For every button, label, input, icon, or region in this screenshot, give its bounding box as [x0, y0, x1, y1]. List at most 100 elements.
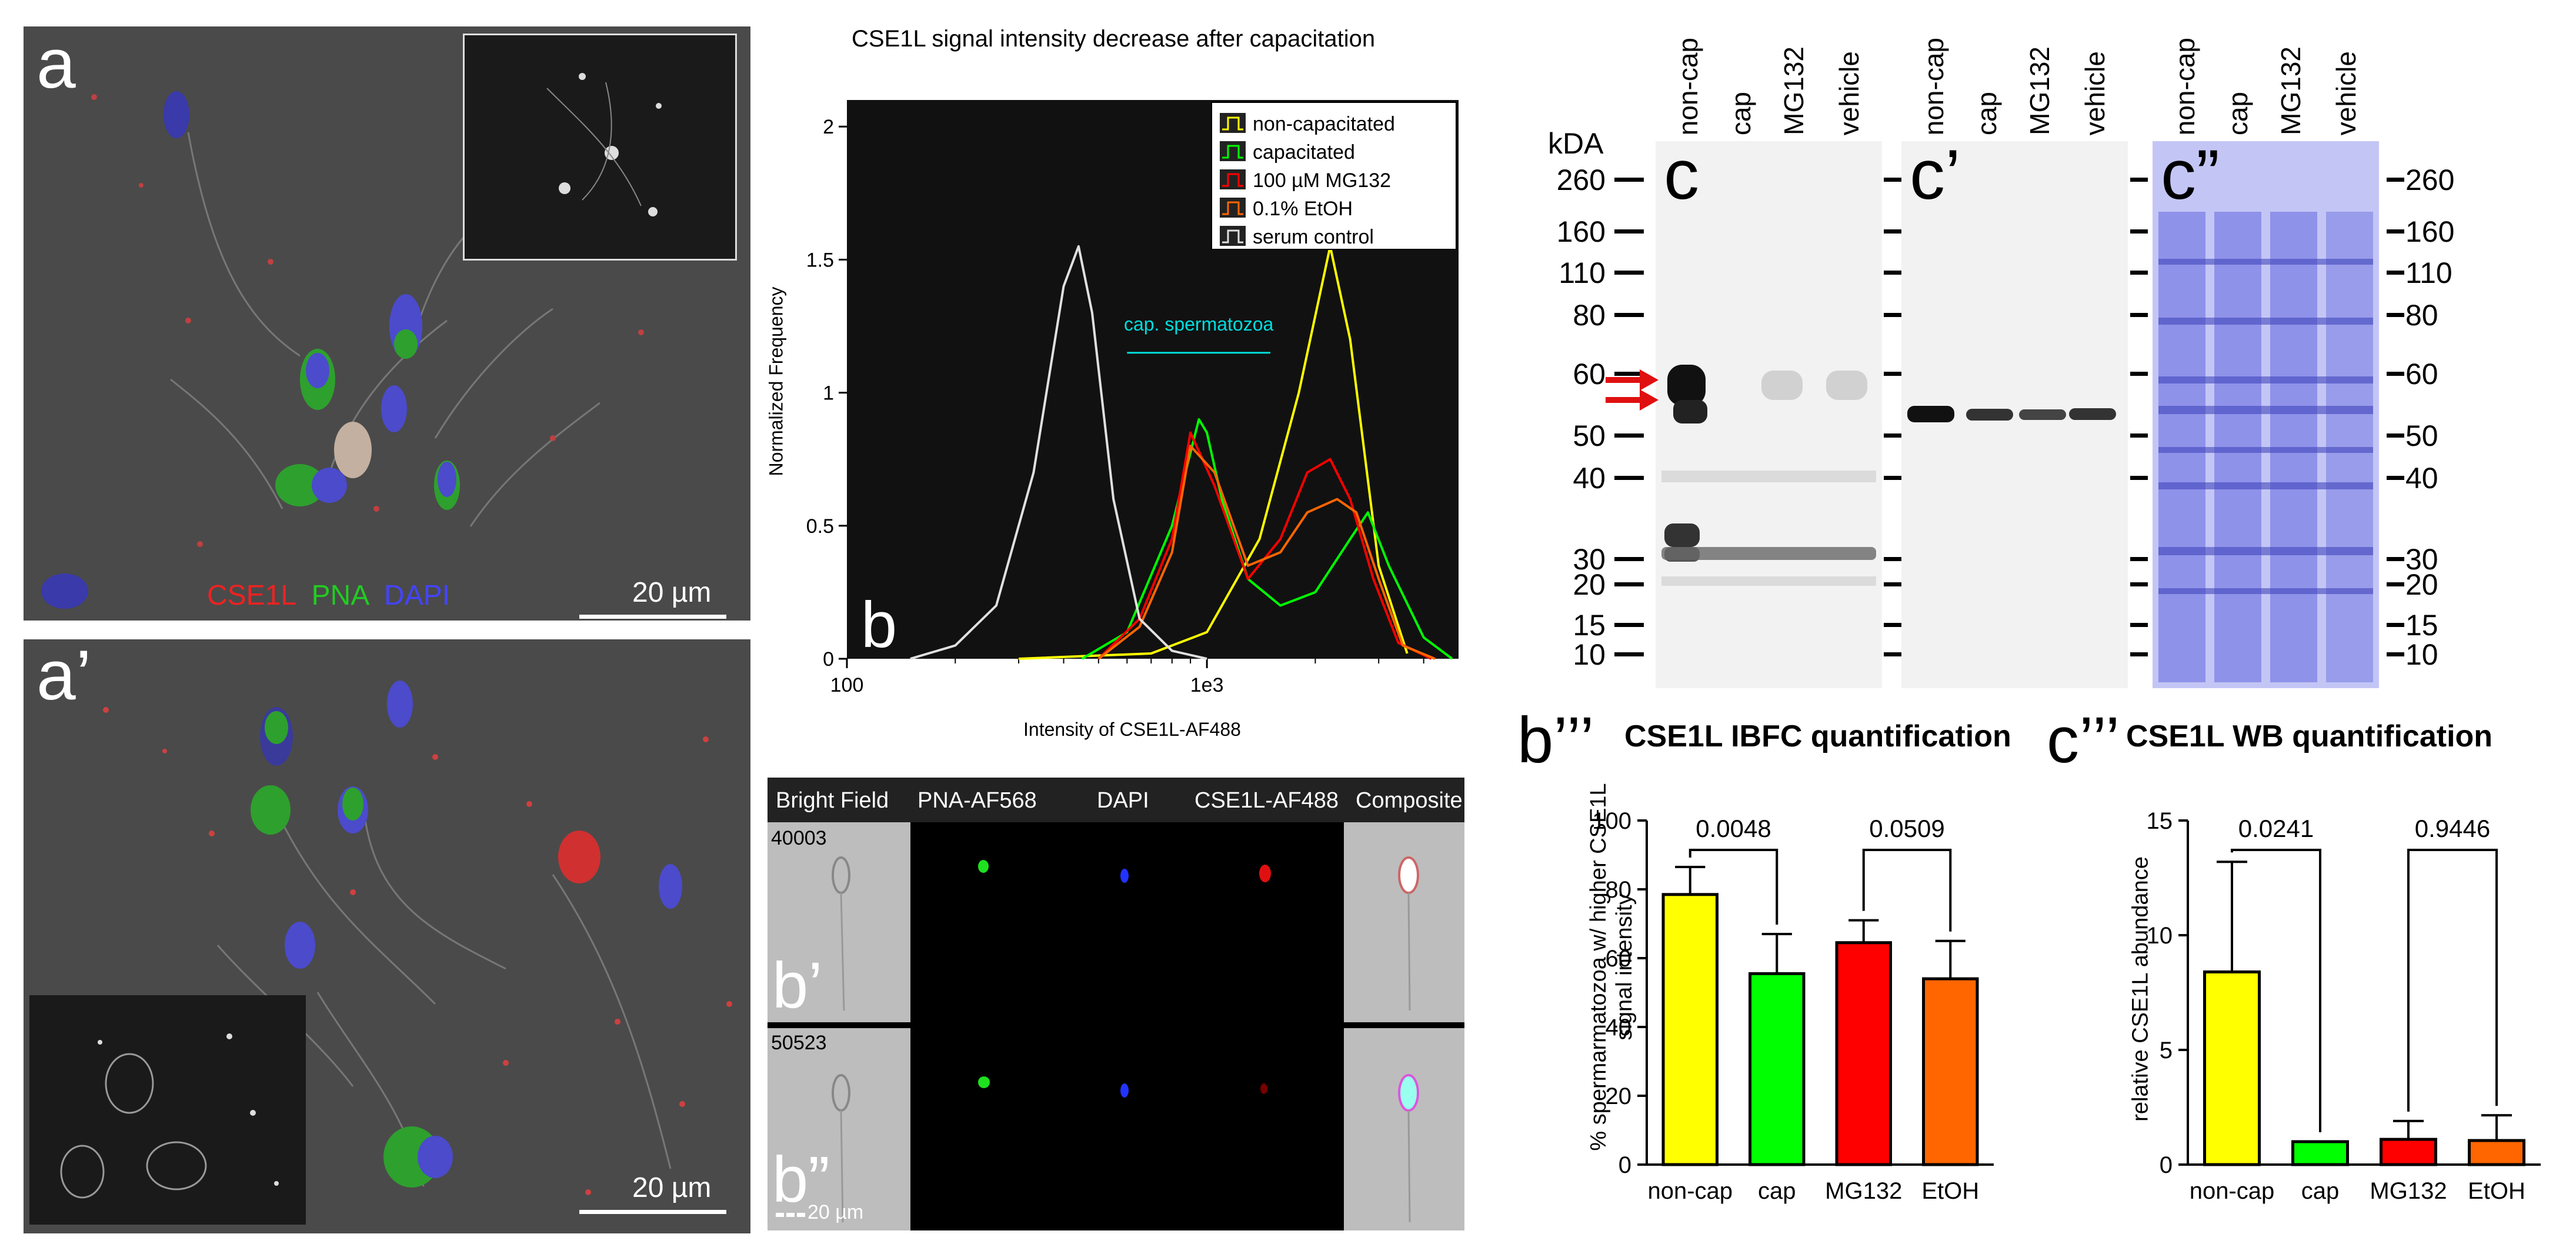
histogram-series-100-m-mg132: [1097, 431, 1432, 660]
composite-cell-1: [1344, 822, 1464, 1022]
scale-label-b-dprime: 20 µm: [807, 1201, 864, 1223]
scale-bar-a-prime: [579, 1210, 726, 1214]
bar-category-label: MG132: [1825, 1178, 1902, 1204]
lane-label-non-cap: non-cap: [1673, 37, 1703, 135]
bar-category-label: MG132: [2370, 1178, 2447, 1204]
panel-letter-a-prime: a’: [36, 639, 92, 715]
histogram-legend-label: 100 µM MG132: [1253, 169, 1391, 192]
kda-marker-30: 30: [2405, 543, 2438, 576]
kda-tick: [2130, 582, 2148, 586]
panel-letter-c: c: [1664, 135, 1699, 214]
histogram-xtick-label: 1e3: [1190, 674, 1224, 696]
p-value-label: 0.9446: [2415, 815, 2490, 842]
kda-tick: [2130, 557, 2148, 561]
imagestream-header-cse1l: CSE1L-AF488: [1194, 788, 1339, 813]
object-id-1: 40003: [771, 827, 827, 849]
kda-marker-50: 50: [2405, 419, 2438, 452]
kda-tick: [2130, 229, 2148, 234]
bar-ytick-label: 15: [2147, 808, 2173, 834]
micrograph-a-prime-inset: [29, 995, 306, 1225]
kda-tick: [2130, 313, 2148, 317]
scale-label-a: 20 µm: [632, 577, 712, 608]
kda-marker-20: 20: [2405, 568, 2438, 601]
wb-quant-bar-chart: 0 5 10 15 non-cap cap MG132 EtOH 0.0241 0.9446: [2147, 808, 2541, 1204]
kda-tick: [2387, 313, 2404, 317]
kda-tick: [1884, 476, 1901, 480]
histogram-legend-label: 0.1% EtOH: [1253, 198, 1353, 220]
ibfc-title: CSE1L IBFC quantification: [1624, 719, 2011, 753]
panel-letter-b-tprime: b’’’: [1517, 704, 1594, 776]
histogram-ytick-label: 0.5: [806, 515, 834, 538]
panel-letter-b: b: [861, 589, 897, 661]
kda-tick: [2387, 433, 2404, 438]
kda-tick: [1614, 582, 1644, 586]
bar-mg132: [1835, 941, 1892, 1166]
kda-tick: [2130, 271, 2148, 275]
kda-tick: [2130, 433, 2148, 438]
kda-marker-30: 30: [1573, 543, 1606, 576]
imagestream-header-brightfield: Bright Field: [776, 788, 889, 813]
lane-label-mg132: MG132: [2024, 46, 2055, 135]
legend-cse1l: CSE1L: [207, 580, 296, 611]
pna-dot-2: [978, 1076, 990, 1088]
histogram-legend-swatch-line: [1222, 116, 1243, 131]
wb-quant-title: CSE1L WB quantification: [2126, 719, 2493, 753]
cse1l-dot-1: [1259, 865, 1271, 882]
significance-bracket: [2407, 849, 2498, 1112]
histogram-legend-swatch-line: [1222, 173, 1243, 187]
lane-label-non-cap: non-cap: [2170, 37, 2200, 135]
kda-tick: [1614, 623, 1644, 627]
panel-letter-c-dprime: c”: [2161, 135, 2220, 214]
micrograph-a-prime: a’ 20 µm: [24, 639, 750, 1233]
kda-tick: [2387, 476, 2404, 480]
kda-tick: [2387, 582, 2404, 586]
dapi-dot-1: [1120, 869, 1129, 883]
composite-cell-2: [1344, 1028, 1464, 1230]
legend-pna: PNA: [311, 580, 368, 611]
imagestream-header-dapi: DAPI: [1097, 788, 1149, 813]
kda-tick: [1884, 178, 1901, 182]
kda-marker-80: 80: [1573, 299, 1606, 332]
kda-tick: [1614, 178, 1644, 182]
bar-ytick-label: 20: [1606, 1083, 1632, 1109]
histogram-legend-label: non-capacitated: [1253, 113, 1395, 135]
lane-label-vehicle: vehicle: [2080, 51, 2110, 135]
kda-tick: [2130, 623, 2148, 627]
histogram-series-serum-control: [910, 245, 1207, 660]
panel-letter-c-tprime: c’’’: [2047, 704, 2120, 776]
bar-etoh: [2468, 1139, 2525, 1166]
kda-marker-80: 80: [2405, 299, 2438, 332]
micrograph-a-prime-cells: [103, 681, 732, 1195]
bar-category-label: cap: [2301, 1178, 2340, 1204]
kda-marker-10: 10: [2405, 638, 2438, 671]
kda-tick: [2130, 476, 2148, 480]
kda-marker-110: 110: [1559, 256, 1606, 289]
histogram-series-non-capacitated: [1019, 245, 1409, 660]
kda-marker-40: 40: [1573, 462, 1606, 495]
histogram-series-0-1-etoh: [1097, 445, 1436, 660]
bar-ytick-label: 100: [1592, 808, 1631, 834]
bar-category-label: cap: [1758, 1178, 1796, 1204]
imagestream-header-composite: Composite: [1356, 788, 1463, 813]
kda-tick: [1884, 582, 1901, 586]
kda-tick: [1614, 652, 1644, 656]
imagestream-header-pna: PNA-AF568: [917, 788, 1037, 813]
blot-c-prime: c’: [1901, 135, 2128, 688]
bar-cap: [1749, 972, 1806, 1166]
dapi-dot-2: [1120, 1083, 1129, 1098]
kda-tick: [1614, 372, 1644, 376]
bar-category-label: non-cap: [2190, 1178, 2275, 1204]
kda-tick: [2130, 372, 2148, 376]
kda-tick: [1614, 229, 1644, 234]
p-value-label: 0.0509: [1869, 815, 1944, 842]
lane-label-cap: cap: [2223, 91, 2253, 135]
kda-marker-160: 160: [1556, 215, 1606, 248]
bar-ytick-label: 5: [2160, 1038, 2173, 1063]
red-arrow-upper: [1606, 368, 1659, 395]
lane-label-vehicle: vehicle: [2331, 51, 2361, 135]
kda-label: kDA: [1548, 127, 1604, 160]
histogram-ytick-label: 1: [823, 382, 834, 405]
channel-legend: CSE1L PNA DAPI: [207, 579, 450, 612]
histogram-xtick-label: 100: [830, 674, 864, 696]
lane-label-mg132: MG132: [2275, 46, 2306, 135]
